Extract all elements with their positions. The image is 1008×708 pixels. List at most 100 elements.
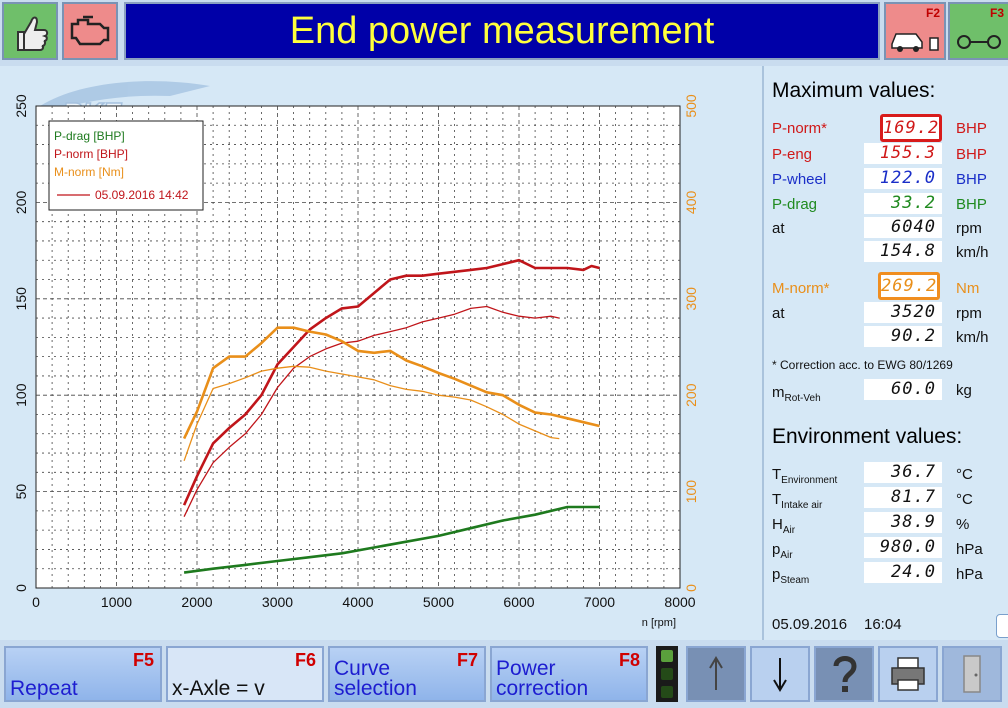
- env-p-steam-main: p: [772, 566, 781, 583]
- print-button[interactable]: [878, 646, 938, 702]
- question-mark-icon: [833, 656, 857, 692]
- x-tick-label: 7000: [584, 594, 615, 610]
- legend-p-norm: P-norm [BHP]: [54, 147, 128, 161]
- f5-key-label: F5: [132, 650, 154, 670]
- mrot-value: 60.0: [864, 379, 942, 400]
- curve-selection-button[interactable]: F7 Curve selection: [328, 646, 486, 702]
- repeat-button[interactable]: F5 Repeat: [4, 646, 162, 702]
- y-left-tick-label: 150: [13, 287, 29, 311]
- engine-button[interactable]: [62, 2, 118, 60]
- p-at-label: at: [772, 220, 785, 237]
- env-values-heading: Environment values:: [772, 425, 963, 448]
- y-right-tick-label: 500: [683, 94, 699, 118]
- y-left-tick-label: 0: [13, 584, 29, 592]
- p-norm-label: P-norm*: [772, 120, 828, 137]
- x-tick-label: 5000: [423, 594, 454, 610]
- x-tick-label: 1000: [101, 594, 132, 610]
- p-at-speed-value: 154.8: [864, 241, 942, 262]
- y-left-tick-label: 200: [13, 191, 29, 215]
- help-button[interactable]: [814, 646, 874, 702]
- f2-button[interactable]: F2: [884, 2, 946, 60]
- f8-key-label: F8: [618, 650, 640, 670]
- x-tick-label: 6000: [503, 594, 534, 610]
- p-norm-value: 169.2: [880, 114, 942, 142]
- mrot-unit: kg: [956, 382, 972, 399]
- series-line-1: [183, 305, 560, 517]
- m-at-rpm-value: 3520: [864, 302, 942, 323]
- p-drag-label: P-drag: [772, 196, 818, 213]
- scroll-up-button[interactable]: [686, 646, 746, 702]
- f3-button[interactable]: F3: [948, 2, 1008, 60]
- f3-key-label: F3: [989, 6, 1004, 20]
- thumbs-up-icon: [17, 16, 49, 51]
- series-line-0: [182, 258, 600, 506]
- env-h-air-sub: Air: [782, 525, 796, 536]
- m-norm-value: 269.2: [878, 272, 940, 300]
- curve-selection-label-2: selection: [334, 677, 417, 700]
- legend-p-drag: P-drag [BHP]: [54, 129, 125, 143]
- p-drag-value: 33.2: [864, 193, 942, 214]
- p-at-rpm-unit: rpm: [956, 220, 982, 237]
- values-panel: Maximum values: P-norm* 169.2 BHP P-eng …: [762, 66, 1008, 640]
- env-p-steam-label: pSteam: [772, 566, 809, 586]
- env-h-air-unit: %: [956, 516, 970, 533]
- env-p-steam-value: 24.0: [864, 562, 942, 583]
- y-right-tick-label: 300: [683, 287, 699, 311]
- p-eng-unit: BHP: [956, 146, 987, 163]
- f2-key-label: F2: [925, 6, 940, 20]
- exit-door-button[interactable]: [942, 646, 1002, 702]
- env-t-intake-main: T: [772, 491, 782, 508]
- x-axle-label: x-Axle = v: [172, 677, 265, 700]
- axle-icon: [957, 35, 1001, 49]
- y-left-tick-label: 50: [13, 484, 29, 500]
- dyno-car-icon: [891, 33, 939, 52]
- p-at-speed-unit: km/h: [956, 244, 989, 261]
- p-drag-unit: BHP: [956, 196, 987, 213]
- status-light: [656, 646, 678, 702]
- top-toolbar: End power measurement F2 F3: [0, 0, 1008, 66]
- x-tick-label: 4000: [342, 594, 373, 610]
- m-norm-label: M-norm*: [772, 280, 830, 297]
- env-t-environment-value: 36.7: [864, 462, 942, 483]
- p-eng-value: 155.3: [864, 143, 942, 164]
- env-p-air-value: 980.0: [864, 537, 942, 558]
- mrot-label-main: m: [772, 384, 785, 401]
- page-title: End power measurement: [289, 10, 715, 52]
- power-correction-button[interactable]: F8 Power correction: [490, 646, 648, 702]
- f7-key-label: F7: [456, 650, 478, 670]
- thumbs-up-button[interactable]: [2, 2, 58, 60]
- env-p-air-label: pAir: [772, 541, 793, 561]
- env-t-intake-label: TIntake air: [772, 491, 822, 511]
- arrow-up-icon: [709, 656, 723, 690]
- y-axis-left: 0 50 100 150 200 250: [13, 94, 29, 592]
- side-tab-handle[interactable]: [996, 614, 1008, 638]
- env-t-intake-sub: Intake air: [781, 500, 823, 511]
- m-at-speed-unit: km/h: [956, 329, 989, 346]
- series-group: [182, 258, 600, 574]
- legend: P-drag [BHP] P-norm [BHP] M-norm [Nm] 05…: [48, 120, 204, 211]
- power-correction-label-2: correction: [496, 677, 589, 700]
- power-correction-label-1: Power: [496, 657, 556, 680]
- y-right-tick-label: 200: [683, 383, 699, 407]
- repeat-label: Repeat: [10, 677, 78, 700]
- env-p-air-main: p: [772, 541, 781, 558]
- arrow-down-icon: [773, 658, 787, 692]
- env-h-air-main: H: [772, 516, 783, 533]
- p-at-rpm-value: 6040: [864, 217, 942, 238]
- measurement-date: 05.09.2016: [772, 616, 848, 633]
- scroll-down-button[interactable]: [750, 646, 810, 702]
- p-wheel-label: P-wheel: [772, 171, 827, 188]
- correction-note: * Correction acc. to EWG 80/1269: [772, 358, 953, 372]
- m-at-label: at: [772, 305, 785, 322]
- status-light-green: [661, 650, 673, 662]
- m-at-rpm-unit: rpm: [956, 305, 982, 322]
- env-t-intake-unit: °C: [956, 491, 973, 508]
- y-axis-right: 0 100 200 300 400 500: [683, 94, 699, 592]
- legend-date: 05.09.2016 14:42: [95, 188, 189, 202]
- env-t-environment-main: T: [772, 466, 782, 483]
- x-tick-label: 3000: [262, 594, 293, 610]
- mrot-label-sub: Rot-Veh: [784, 393, 821, 404]
- x-axle-button[interactable]: F6 x-Axle = v: [166, 646, 324, 702]
- p-norm-unit: BHP: [956, 120, 987, 137]
